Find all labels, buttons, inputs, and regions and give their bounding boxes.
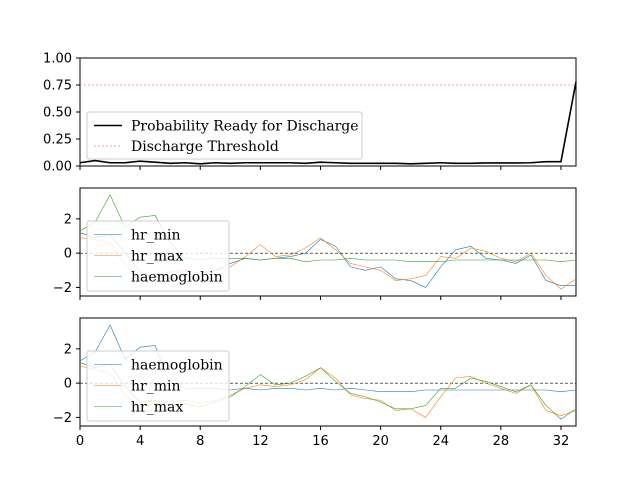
- legend-label: hr_min: [131, 228, 180, 244]
- y-tick-label: 2: [64, 212, 72, 227]
- legend-label: hr_min: [131, 379, 180, 395]
- x-tick-label: 32: [553, 434, 570, 449]
- legend-label: Probability Ready for Discharge: [131, 119, 359, 135]
- legend-box: [86, 350, 230, 422]
- legend-label: hr_max: [131, 249, 183, 265]
- x-tick-label: 8: [196, 434, 204, 449]
- series-line-probability-ready-for-discharge: [79, 81, 577, 165]
- x-tick-label: 12: [252, 434, 269, 449]
- axes-frame: [79, 187, 577, 297]
- legend-label: Discharge Threshold: [131, 139, 279, 155]
- x-tick-label: 28: [493, 434, 510, 449]
- x-tick-label: 16: [312, 434, 329, 449]
- panel-1: 0.00 0.25 0.50 0.75 1.00 Probability Ready fo…: [43, 52, 577, 175]
- legend: hr_min hr_max haemoglobin: [86, 220, 230, 292]
- legend: Probability Ready for Discharge Discharge…: [86, 111, 363, 160]
- legend-label: haemoglobin: [131, 358, 223, 374]
- y-tick-label: −2: [53, 411, 72, 426]
- legend-label: hr_max: [131, 400, 183, 416]
- x-tick-label: 20: [372, 434, 389, 449]
- axes-frame: [79, 317, 577, 427]
- y-tick-label: 0.25: [43, 133, 72, 148]
- legend: haemoglobin hr_min hr_max: [86, 350, 230, 422]
- y-tick-label: 0.75: [43, 79, 72, 94]
- y-tick-label: 0.50: [43, 106, 72, 121]
- legend-label: haemoglobin: [131, 270, 223, 286]
- x-tick-label: 0: [76, 434, 84, 449]
- y-tick-label: 0.00: [43, 160, 72, 175]
- y-tick-label: 0: [64, 247, 72, 262]
- y-tick-label: 0: [64, 377, 72, 392]
- panel-2: −2 0 2 hr_min hr_max haemoglobin: [53, 187, 577, 300]
- legend-box: [86, 111, 363, 160]
- legend-box: [86, 220, 230, 292]
- x-tick-label: 4: [136, 434, 144, 449]
- y-tick-label: 2: [64, 342, 72, 357]
- panel-3: 0 4 8 12 16 20 24 28 32 −2 0 2 haemoglobin hr_min hr_m…: [53, 317, 577, 449]
- x-tick-label: 24: [432, 434, 449, 449]
- y-tick-label: 1.00: [43, 52, 72, 67]
- y-tick-label: −2: [53, 281, 72, 296]
